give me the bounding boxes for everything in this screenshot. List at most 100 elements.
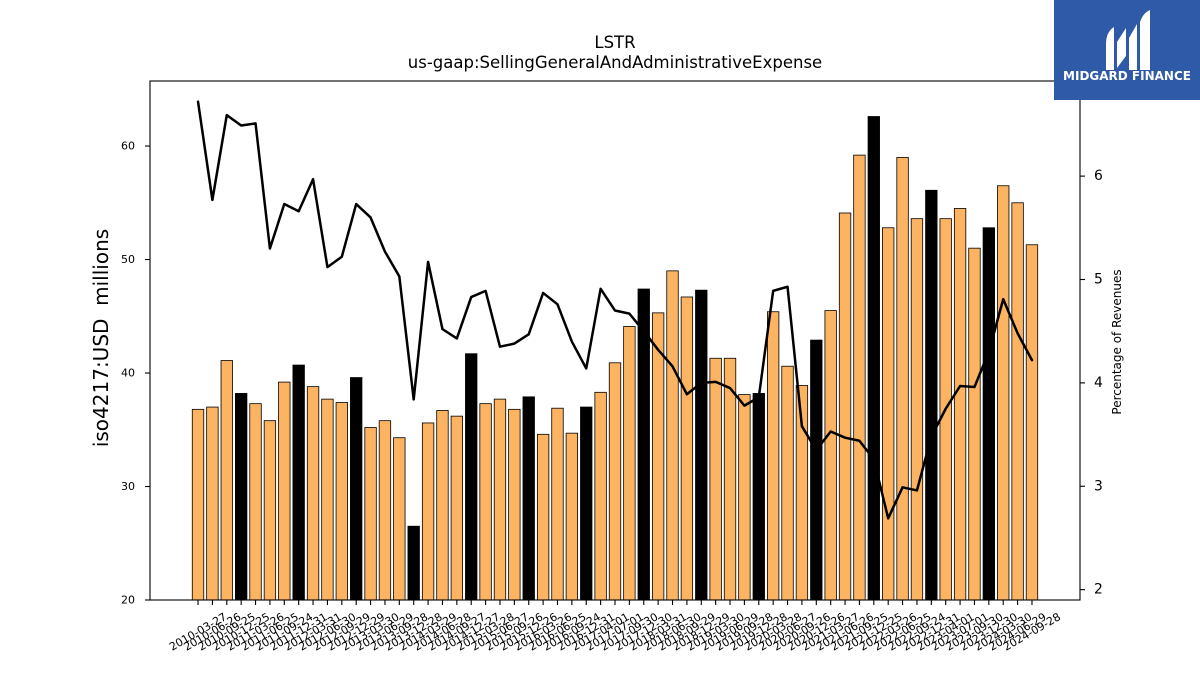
line-point <box>815 449 818 452</box>
line-point <box>441 328 444 331</box>
left-y-tick-label: 60 <box>121 140 135 153</box>
bar <box>666 270 679 601</box>
line-point <box>527 333 530 336</box>
line-point <box>858 439 861 442</box>
line-point <box>729 387 732 390</box>
line-point <box>197 100 200 103</box>
right-y-axis-label: Percentage of Revenues <box>1110 269 1124 414</box>
bar <box>220 360 233 601</box>
line-point <box>944 407 947 410</box>
chart-title: LSTR <box>594 33 635 52</box>
line-point <box>326 266 329 269</box>
line-point <box>786 285 789 288</box>
bar <box>680 296 694 601</box>
line-point <box>470 296 473 299</box>
bar <box>436 410 449 601</box>
line-point <box>383 250 386 253</box>
line-point <box>844 436 847 439</box>
bar <box>997 185 1010 601</box>
line-point <box>498 345 501 348</box>
bar <box>421 422 435 601</box>
right-y-axis: 2 3 4 5 6 <box>1080 168 1103 598</box>
line-point <box>671 365 674 368</box>
bar <box>263 420 277 601</box>
bar <box>191 408 205 601</box>
line-point <box>556 303 559 306</box>
bar-highlighted <box>292 364 305 601</box>
line-point <box>743 404 746 407</box>
bar <box>493 398 507 601</box>
bar <box>335 402 348 601</box>
bar <box>968 247 981 601</box>
left-y-tick-label: 20 <box>121 594 135 607</box>
right-y-tick-label: 4 <box>1094 375 1103 391</box>
bar <box>536 433 550 601</box>
left-y-tick-label: 50 <box>121 253 135 266</box>
line-point <box>872 458 875 461</box>
line-point <box>887 517 890 520</box>
line-point <box>987 350 990 353</box>
bar-highlighted <box>407 525 420 601</box>
bar <box>364 427 377 601</box>
line-point <box>398 275 401 278</box>
line-point <box>355 203 358 206</box>
line-point <box>268 247 271 250</box>
line-point <box>585 367 588 370</box>
line-point <box>973 386 976 389</box>
line-point <box>714 380 717 383</box>
bar-highlighted <box>867 116 880 601</box>
bar <box>306 386 320 601</box>
chart-subtitle: us-gaap:SellingGeneralAndAdministrativeE… <box>408 53 822 72</box>
line-point <box>1002 298 1005 301</box>
bar <box>738 394 751 601</box>
line-point <box>1030 359 1033 362</box>
line-point <box>915 489 918 492</box>
line-point <box>211 198 214 201</box>
bar <box>608 362 622 601</box>
line-point <box>484 289 487 292</box>
line-point <box>312 178 315 181</box>
bar <box>249 403 262 601</box>
line-point <box>599 287 602 290</box>
left-y-tick-label: 30 <box>121 480 135 493</box>
bar-highlighted <box>925 189 938 601</box>
bar-highlighted <box>235 393 248 601</box>
bar <box>450 415 463 601</box>
line-point <box>542 291 545 294</box>
bar <box>393 437 406 601</box>
bar <box>953 208 967 601</box>
bar <box>781 365 794 601</box>
bar <box>378 420 392 601</box>
line-point <box>930 435 933 438</box>
bar <box>853 154 866 601</box>
line-point <box>1016 332 1019 335</box>
line-point <box>240 124 243 127</box>
line-point <box>614 309 617 312</box>
bar-highlighted <box>522 396 535 601</box>
percentage-of-revenues-line <box>196 100 1034 520</box>
bar <box>321 398 334 601</box>
bar-highlighted <box>982 227 995 601</box>
bar <box>882 227 895 601</box>
line-point <box>772 289 775 292</box>
bar <box>479 403 492 601</box>
right-y-tick-label: 3 <box>1094 478 1103 494</box>
bar-highlighted <box>695 289 708 601</box>
line-point <box>685 393 688 396</box>
bar <box>824 310 837 601</box>
bar <box>551 407 564 601</box>
line-point <box>800 425 803 428</box>
midgard-m-icon <box>1106 10 1150 70</box>
line-point <box>412 398 415 401</box>
logo-icon-stroke <box>1117 28 1126 68</box>
line-point <box>829 430 832 433</box>
midgard-finance-logo: MIDGARD FINANCE <box>1054 0 1200 100</box>
bar <box>767 311 780 601</box>
bar-highlighted <box>810 339 823 601</box>
line-point <box>901 486 904 489</box>
x-axis: 2010-03-272010-06-262010-09-252010-12-25… <box>167 600 1063 654</box>
bar <box>565 432 579 601</box>
line-point <box>340 255 343 258</box>
bar <box>278 381 291 601</box>
